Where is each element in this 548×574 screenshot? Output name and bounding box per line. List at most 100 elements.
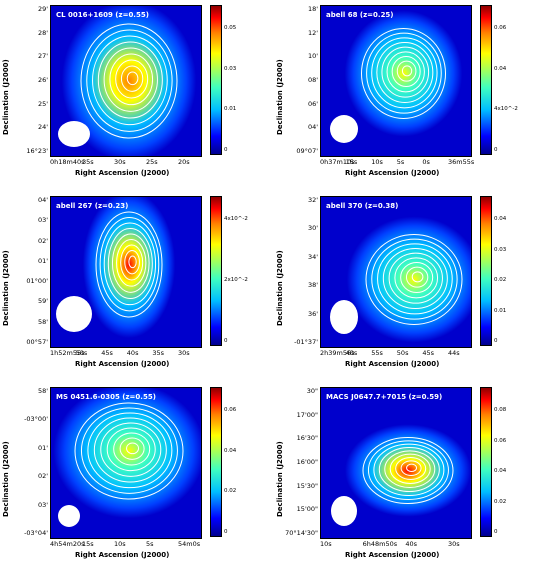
- y-tick-label: 15'30": [296, 481, 318, 490]
- colorbar-tick-label: 0.06: [224, 407, 237, 413]
- x-tick-label: 20s: [178, 158, 190, 166]
- contour-line: [371, 238, 458, 320]
- y-tick-label: 01': [37, 443, 48, 452]
- colorbar-tick-label: 0.06: [494, 25, 507, 31]
- x-tick-label: 6h48m50s: [362, 540, 398, 548]
- beam-ellipse: [329, 115, 358, 143]
- x-tick-label: 5s: [146, 540, 154, 548]
- x-tick-label: 0s: [422, 158, 430, 166]
- contour-line: [106, 427, 156, 472]
- x-axis-label: Right Ascension (J2000): [345, 360, 440, 368]
- x-axis-label: Right Ascension (J2000): [75, 551, 170, 559]
- x-tick-label: 0h18m40s: [50, 158, 85, 166]
- colorbar: [480, 5, 492, 155]
- contour-line: [99, 216, 160, 312]
- y-tick-label: 59': [37, 297, 48, 306]
- x-tick-label: 25s: [146, 158, 158, 166]
- y-tick-label: 30": [306, 387, 318, 395]
- beam-ellipse: [55, 296, 92, 332]
- y-tick-label: 04': [37, 196, 48, 204]
- xray-map: [320, 387, 472, 539]
- contour-line: [391, 56, 421, 87]
- y-tick-label: 36': [307, 309, 318, 318]
- y-tick-label: 06': [307, 99, 318, 108]
- y-tick-label: 28': [37, 28, 48, 37]
- contour-line: [411, 271, 424, 283]
- y-tick-label: 38': [307, 281, 318, 290]
- y-tick-label: 16'00": [296, 458, 318, 466]
- panel-title: abell 68 (z=0.25): [326, 11, 394, 19]
- y-tick-label: 12': [307, 28, 318, 37]
- contour-map-svg: [345, 424, 471, 517]
- y-tick-label: 18': [307, 5, 318, 13]
- colorbar-tick-label: 0.04: [224, 447, 237, 454]
- x-tick-label: 35s: [82, 158, 94, 166]
- colorbar-tick-label: 0: [224, 147, 228, 153]
- beam-ellipse: [330, 496, 357, 526]
- contour-map-svg: [53, 388, 201, 519]
- x-tick-label: 45s: [422, 349, 435, 357]
- x-axis-label: Right Ascension (J2000): [75, 360, 170, 368]
- contour-line: [394, 257, 439, 299]
- contour-line: [384, 450, 436, 488]
- xray-map: [320, 5, 472, 157]
- y-tick-label: 01': [37, 256, 48, 265]
- y-tick-label: 02': [37, 472, 48, 481]
- x-axis-label: Right Ascension (J2000): [345, 169, 440, 177]
- y-axis-label: Declination (J2000): [2, 441, 10, 517]
- colorbar-tick-label: 0: [494, 147, 498, 153]
- colorbar-tick-label: 0: [224, 338, 228, 344]
- x-tick-label: 0h37m10s: [320, 158, 355, 166]
- y-tick-label: -03°04': [24, 529, 48, 537]
- contour-line: [401, 65, 413, 77]
- colorbar: [210, 5, 222, 155]
- colorbar-tick-label: 0.02: [494, 498, 507, 505]
- y-tick-label: 16'30": [296, 434, 318, 443]
- y-tick-label: 09°07': [296, 147, 318, 155]
- y-tick-label: 00°57': [26, 338, 48, 346]
- y-tick-label: 15'00": [296, 505, 318, 514]
- xray-map: [50, 5, 202, 157]
- y-tick-label: 58': [37, 387, 48, 395]
- contour-line: [389, 453, 431, 485]
- contour-line: [396, 60, 417, 82]
- colorbar-tick-label: 0.05: [224, 25, 237, 31]
- contour-line: [95, 211, 163, 318]
- y-tick-label: 16°23': [26, 147, 48, 155]
- colorbar-tick-label: 0.01: [224, 106, 237, 113]
- contour-line: [371, 37, 438, 109]
- x-tick-label: 30s: [178, 349, 190, 357]
- y-tick-label: 03': [37, 216, 48, 225]
- x-tick-label: 10s: [371, 158, 383, 166]
- colorbar-tick-label: 0.04: [494, 468, 507, 474]
- contour-line: [395, 457, 427, 480]
- beam-ellipse: [329, 300, 358, 334]
- y-tick-label: 17'00": [296, 410, 318, 419]
- cluster-panel: CL 0016+1609 (z=0.55) Declination (J2000)…: [0, 0, 274, 191]
- contour-line: [103, 47, 158, 112]
- y-axis-label: Declination (J2000): [276, 59, 284, 135]
- x-tick-label: 2h39m56s: [320, 349, 355, 357]
- x-axis-label: Right Ascension (J2000): [345, 551, 440, 559]
- colorbar-tick-label: 0.01: [494, 307, 507, 314]
- colorbar-tick-label: 0.04: [494, 216, 507, 222]
- xray-map: [320, 196, 472, 348]
- contour-line: [361, 28, 446, 119]
- colorbar-tick-label: 0.03: [224, 65, 237, 72]
- y-axis-label: Declination (J2000): [2, 250, 10, 326]
- y-tick-label: 10': [307, 52, 318, 61]
- panel-title: abell 370 (z=0.38): [326, 202, 399, 210]
- contour-line: [366, 32, 442, 114]
- colorbar-tick-label: 0.08: [494, 407, 507, 413]
- contour-line: [120, 244, 144, 281]
- contour-line: [378, 447, 440, 492]
- contour-line: [128, 255, 137, 269]
- contour-line: [119, 437, 145, 460]
- y-tick-label: 02': [37, 236, 48, 245]
- x-tick-label: 40s: [126, 349, 139, 357]
- contour-line: [386, 51, 425, 93]
- colorbar: [210, 196, 222, 346]
- x-tick-label: 10s: [114, 540, 126, 548]
- contour-line: [382, 248, 448, 309]
- panel-title: abell 267 (z=0.23): [56, 202, 129, 210]
